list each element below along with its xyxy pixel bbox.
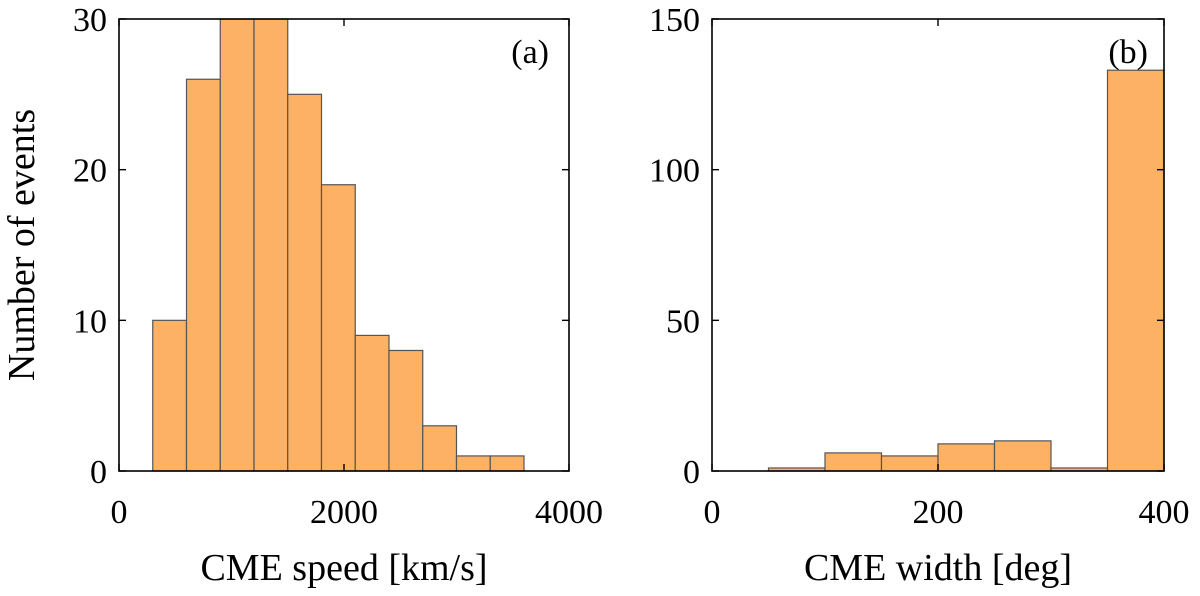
panel-a-bars [152,18,525,472]
panel-b-ytick-label: 50 [666,303,700,340]
panel-b-ticks: 0 200 400 0 50 100 150 [649,2,1190,531]
panel-a-xtick-label: 0 [111,494,128,531]
panel-b-xtick-label: 400 [1139,494,1190,531]
panel-a-bar [253,18,289,472]
panel-b-bar [880,455,939,472]
panel-b-xlabel: CME width [deg] [804,547,1072,589]
panel-a-bar [422,425,458,472]
panel-b-ytick-label: 100 [649,153,700,190]
panel-a-bar [185,78,221,472]
panel-a-xtick-label: 2000 [310,494,378,531]
panel-b-bar [993,440,1052,472]
panel-a-bar [489,455,525,472]
panel-a-bar [287,93,323,472]
panel-b-ytick-label: 0 [683,454,700,491]
panel-a-bar [152,319,188,472]
panel-b-xtick-label: 200 [913,494,964,531]
panel-a-ytick-label: 30 [73,2,107,39]
panel-a-bar [354,334,390,472]
panel-a-bar [320,184,356,472]
panel-a-xtick-label: 4000 [535,494,603,531]
panel-b-cme-width: 0 200 400 0 50 100 150 (b) CME width [deg] [649,2,1190,589]
panel-b-bar [824,452,883,472]
panel-b-label: (b) [1108,34,1148,71]
panel-a-ticks: 0 2000 4000 0 10 20 30 [73,2,603,531]
panel-a-ytick-label: 0 [90,454,107,491]
panel-a-ytick-label: 20 [73,153,107,190]
panel-b-xtick-label: 0 [704,494,721,531]
panel-a-label: (a) [511,34,549,71]
panel-a-ylabel: Number of events [1,109,43,381]
panel-b-bar [937,443,996,472]
panel-a-bar [388,349,424,472]
panel-b-axes-box [711,18,1165,472]
panel-b-ytick-label: 150 [649,2,700,39]
panel-b-bars [767,69,1165,472]
panel-b-bar [1106,69,1165,472]
panel-a-xlabel: CME speed [km/s] [200,547,487,589]
panel-a-bar [455,455,491,472]
panel-a-ytick-label: 10 [73,303,107,340]
panel-a-bar [219,18,255,472]
panel-a-cme-speed: 0 2000 4000 0 10 20 30 (a) CME speed [km/s] Nu… [1,2,603,589]
